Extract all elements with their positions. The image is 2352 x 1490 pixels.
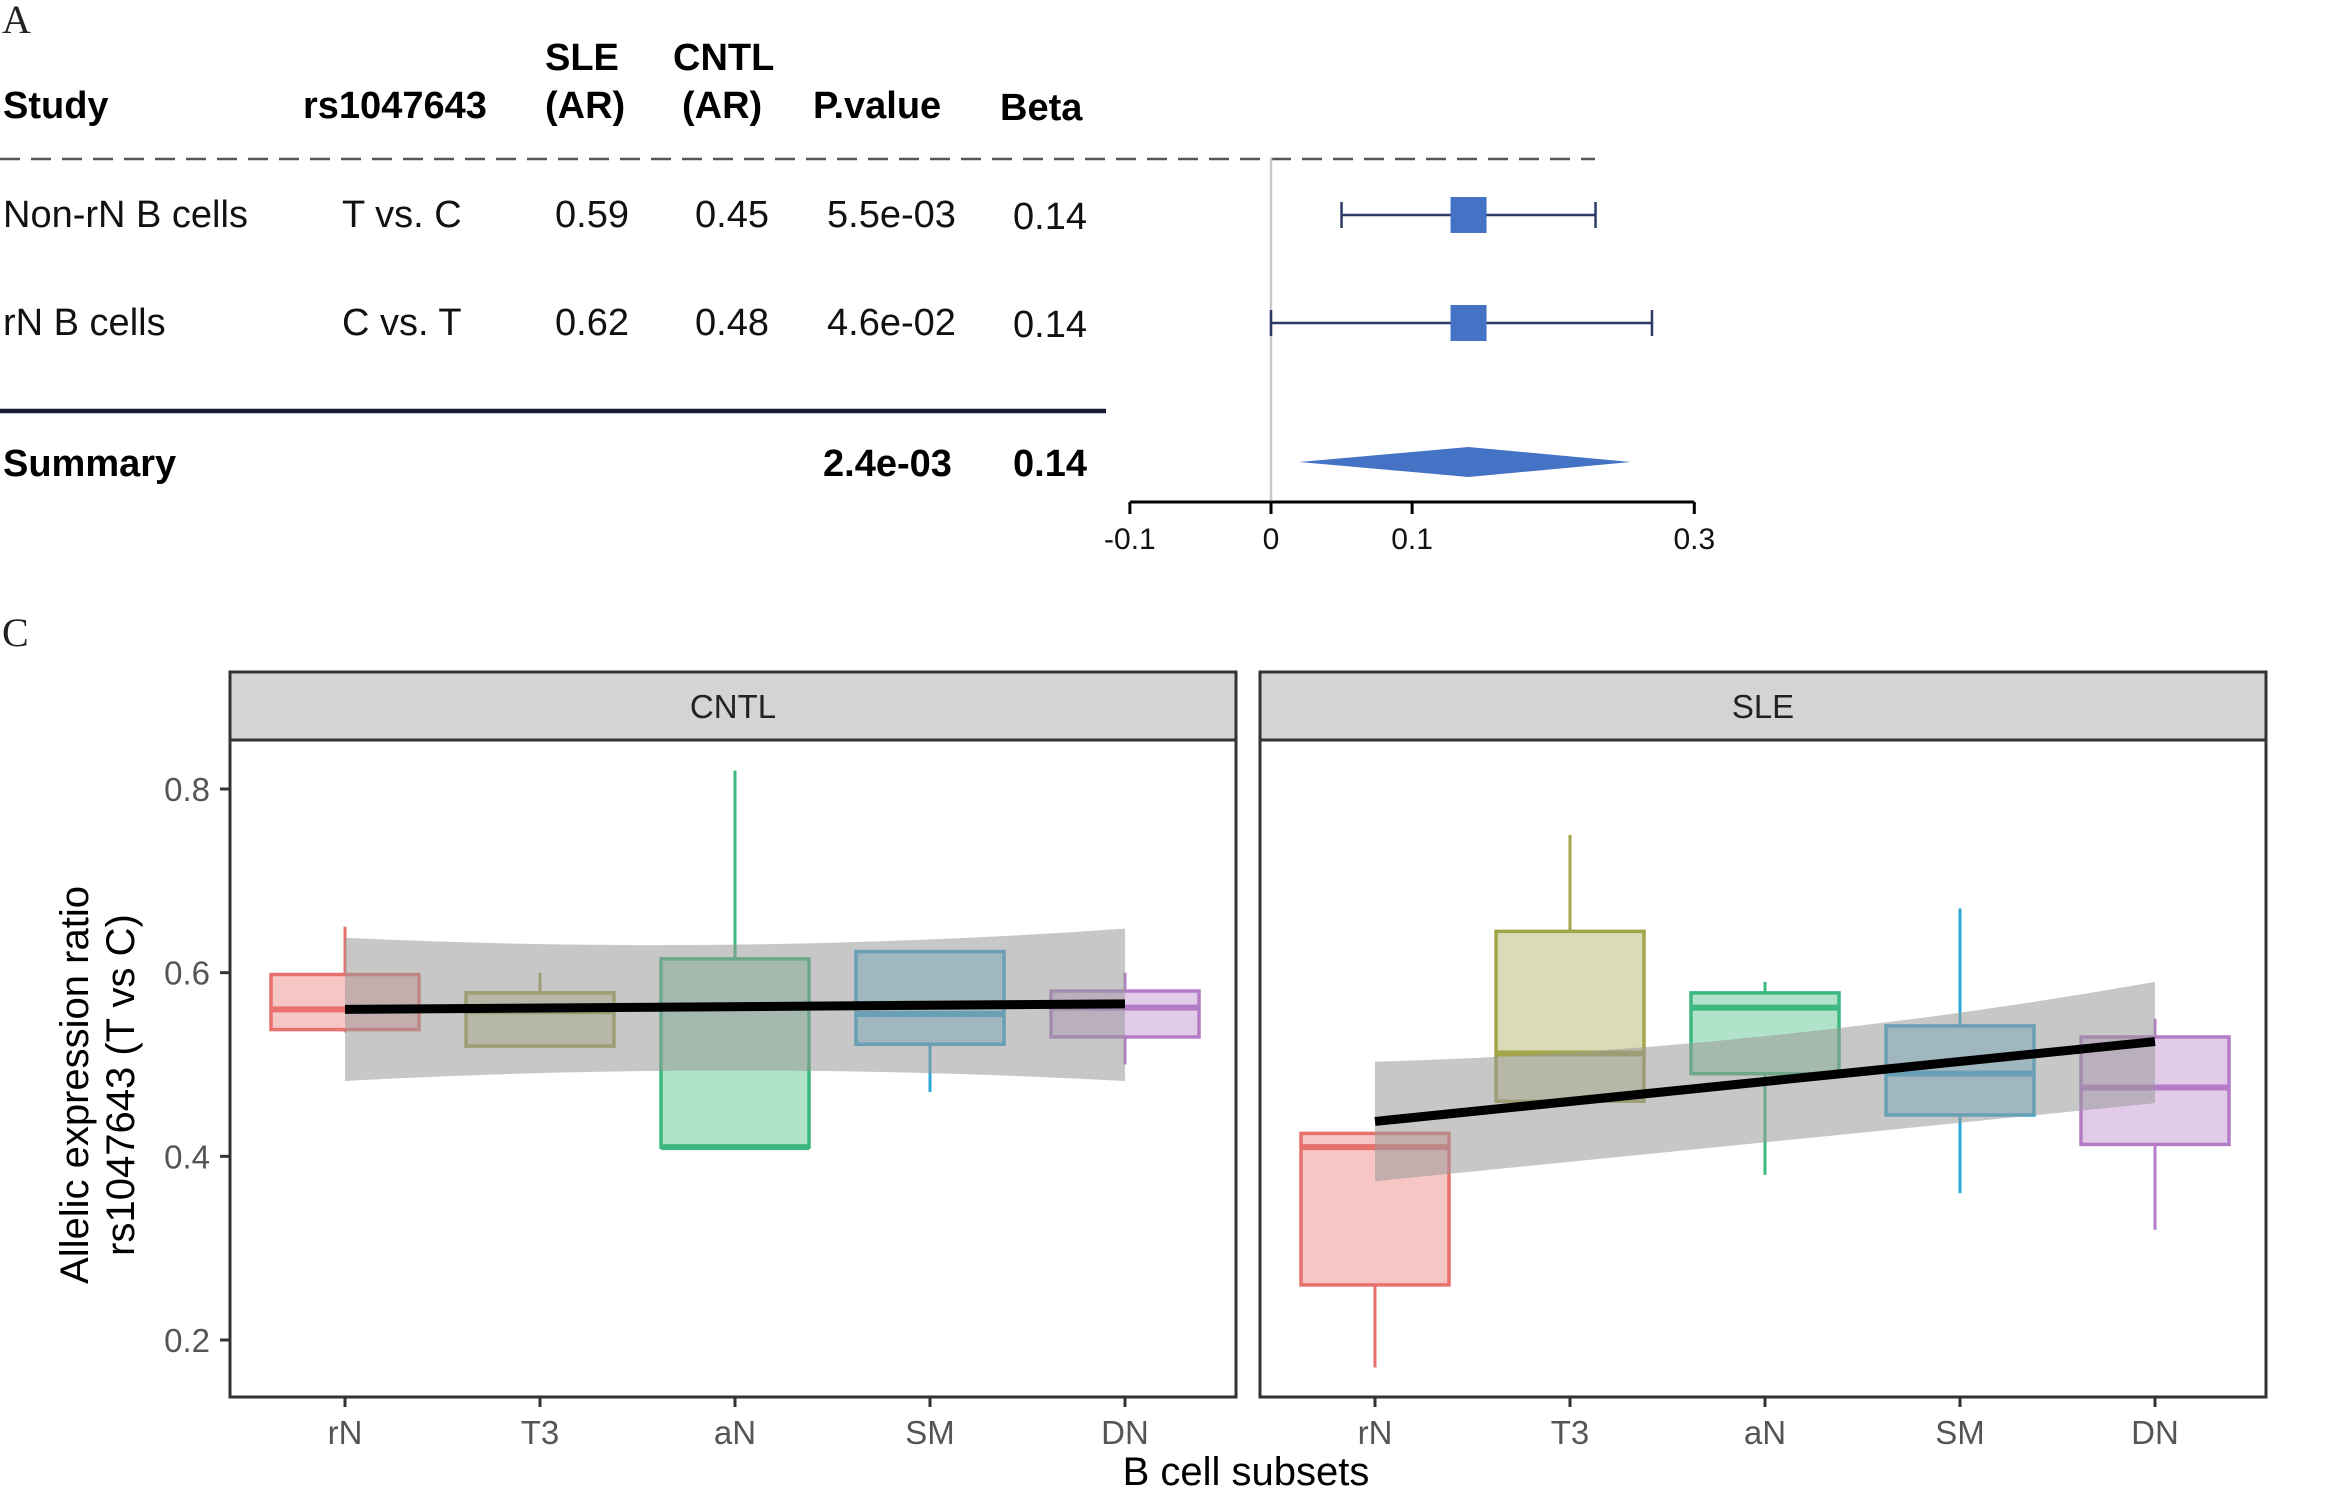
forest-summary-row: Summary 2.4e-03 0.14 bbox=[3, 443, 1087, 485]
header-beta: Beta bbox=[1000, 87, 1083, 129]
header-study: Study bbox=[3, 85, 109, 127]
forest-x-tick-label: 0.3 bbox=[1673, 523, 1715, 556]
header-pvalue: P.value bbox=[813, 85, 941, 127]
header-snp: rs1047643 bbox=[303, 85, 487, 127]
box-plot: CNTL rN T3 aN SM DN 0.2 0.4 0.6 0.8 SLE rN T3 aN SM DN bbox=[164, 670, 2268, 1451]
estimate-square bbox=[1450, 305, 1487, 341]
forest-x-tick-label: 0.1 bbox=[1391, 523, 1433, 556]
panel-label-a: A bbox=[2, 0, 31, 42]
row-snp: T vs. C bbox=[342, 194, 462, 236]
row-pvalue: 5.5e-03 bbox=[827, 194, 956, 236]
y-axis-title: Allelic expression ratio rs1047643 (T vs… bbox=[53, 886, 143, 1284]
facet-strip-label: SLE bbox=[1732, 688, 1794, 725]
trend-line bbox=[1374, 1037, 2156, 1126]
x-tick-label: T3 bbox=[521, 1414, 560, 1451]
y-axis-title-line-2: rs1047643 (T vs C) bbox=[99, 914, 143, 1256]
estimate-1 bbox=[1340, 197, 1597, 233]
x-tick-label: T3 bbox=[1551, 1414, 1590, 1451]
x-axis-title: B cell subsets bbox=[1123, 1450, 1370, 1490]
row-sle: 0.59 bbox=[555, 194, 629, 236]
estimate-square bbox=[1450, 197, 1487, 233]
facet-panel-border bbox=[228, 738, 1238, 1399]
row-cntl: 0.45 bbox=[695, 194, 769, 236]
forest-x-tick-label: 0 bbox=[1263, 523, 1280, 556]
header-sle-1: SLE bbox=[545, 37, 619, 79]
x-tick-label: SM bbox=[1935, 1414, 1985, 1451]
y-tick-label: 0.2 bbox=[164, 1322, 210, 1359]
x-tick-label: aN bbox=[1744, 1414, 1786, 1451]
y-tick-label: 0.4 bbox=[164, 1138, 210, 1175]
facet-strip-label: CNTL bbox=[690, 688, 776, 725]
summary-diamond bbox=[1299, 447, 1631, 477]
forest-x-tick-label: -0.1 bbox=[1104, 523, 1156, 556]
x-tick-label: DN bbox=[2131, 1414, 2179, 1451]
header-cntl-2: (AR) bbox=[682, 85, 762, 127]
summary-pvalue: 2.4e-03 bbox=[823, 443, 952, 485]
panel-label-c: C bbox=[2, 610, 29, 655]
y-tick-label: 0.6 bbox=[164, 955, 210, 992]
header-sle-2: (AR) bbox=[545, 85, 625, 127]
y-tick-label: 0.8 bbox=[164, 771, 210, 808]
summary-beta: 0.14 bbox=[1013, 443, 1087, 485]
x-tick-label: SM bbox=[905, 1414, 955, 1451]
estimate-2 bbox=[1269, 305, 1654, 341]
facet-sle: SLE rN T3 aN SM DN bbox=[1258, 670, 2268, 1451]
trend-line bbox=[344, 999, 1126, 1014]
row-study: Non-rN B cells bbox=[3, 194, 248, 236]
header-cntl-1: CNTL bbox=[673, 37, 774, 79]
forest-row-1: Non-rN B cells T vs. C 0.59 0.45 5.5e-03… bbox=[3, 194, 1087, 238]
row-study: rN B cells bbox=[3, 302, 166, 344]
row-snp: C vs. T bbox=[342, 302, 462, 344]
facet-cntl: CNTL rN T3 aN SM DN 0.2 0.4 0.6 0.8 bbox=[164, 670, 1238, 1451]
facet-panel-border bbox=[1258, 738, 2268, 1399]
row-pvalue: 4.6e-02 bbox=[827, 302, 956, 344]
facet-strip bbox=[1258, 670, 2268, 742]
y-axis-title-line-1: Allelic expression ratio bbox=[53, 886, 97, 1284]
summary-label: Summary bbox=[3, 443, 176, 485]
row-sle: 0.62 bbox=[555, 302, 629, 344]
x-tick-label: rN bbox=[1358, 1414, 1393, 1451]
row-beta: 0.14 bbox=[1013, 196, 1087, 238]
x-tick-label: rN bbox=[328, 1414, 363, 1451]
forest-plot: -0.1 0 0.1 0.3 bbox=[1104, 158, 1715, 556]
row-beta: 0.14 bbox=[1013, 304, 1087, 346]
forest-row-2: rN B cells C vs. T 0.62 0.48 4.6e-02 0.1… bbox=[3, 302, 1087, 346]
x-tick-label: DN bbox=[1101, 1414, 1149, 1451]
x-tick-label: aN bbox=[714, 1414, 756, 1451]
forest-table-header: Study rs1047643 SLE (AR) CNTL (AR) P.val… bbox=[3, 37, 1083, 129]
row-cntl: 0.48 bbox=[695, 302, 769, 344]
